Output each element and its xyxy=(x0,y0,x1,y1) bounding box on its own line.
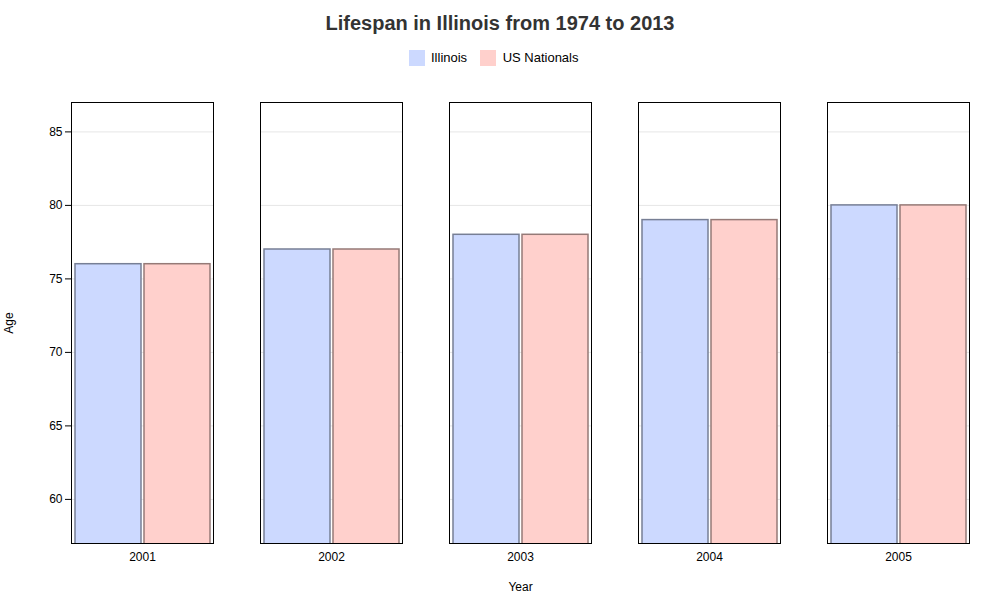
svg-text:2003: 2003 xyxy=(507,550,534,564)
svg-text:2002: 2002 xyxy=(318,550,345,564)
svg-text:2005: 2005 xyxy=(885,550,912,564)
html-text:Lifespan in Illinois from 1974: Lifespan in Illinois from 1974 to 2013 xyxy=(325,12,675,34)
svg-text:70: 70 xyxy=(49,345,63,359)
svg-text:Year: Year xyxy=(508,579,532,593)
html-text:US Nationals: US Nationals xyxy=(502,50,579,65)
svg-text:65: 65 xyxy=(49,418,63,432)
svg-text:80: 80 xyxy=(49,198,63,212)
svg-text:2004: 2004 xyxy=(696,550,723,564)
svg-text:75: 75 xyxy=(49,271,63,285)
svg-text:85: 85 xyxy=(49,124,63,138)
svg-text:60: 60 xyxy=(49,492,63,506)
html-text:Illinois: Illinois xyxy=(431,50,468,65)
svg-text:Age: Age xyxy=(2,312,16,334)
svg-text:2001: 2001 xyxy=(129,550,156,564)
